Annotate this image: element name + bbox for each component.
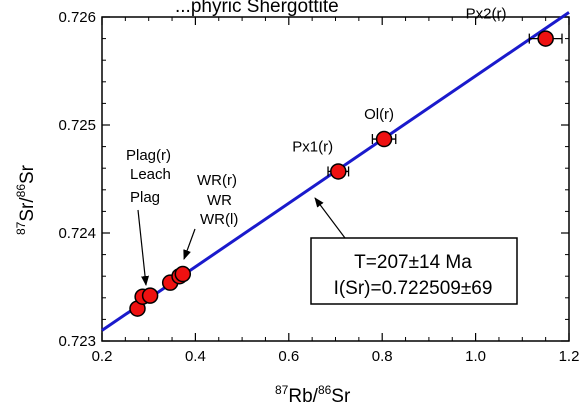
y-label-sup-87: 87 — [14, 221, 28, 235]
y-tick-label: 0.725 — [58, 117, 96, 134]
data-point — [375, 130, 393, 148]
data-point — [141, 287, 159, 304]
axis-ticks: 0.2 0.4 0.6 0.8 1.0 1.2 0.723 0.724 0.725 0.726 — [58, 9, 579, 365]
point-labels: Px1(r) Ol(r) Px2(r) Plag(r) Leach Plag WR(r) WR… — [126, 6, 507, 286]
x-tick-label: 1.2 — [559, 348, 580, 365]
annotation-age: T=207±14 Ma — [354, 252, 472, 273]
x-label-sup-86: 86 — [318, 383, 332, 397]
point-label: Ol(r) — [364, 106, 394, 123]
point-label: Px1(r) — [292, 138, 333, 155]
x-label-sr: Sr — [331, 386, 351, 407]
y-label-sr-2: Sr — [17, 164, 38, 184]
annotation-arrow — [314, 197, 346, 239]
x-tick-label: 0.6 — [278, 348, 299, 365]
wr-group-label: WR(l) — [200, 211, 238, 228]
x-label-sup-87: 87 — [275, 383, 289, 397]
point-label: Px2(r) — [466, 6, 507, 23]
data-point — [537, 30, 554, 47]
x-axis-label: 87Rb/86Sr — [275, 383, 351, 407]
x-tick-label: 0.4 — [185, 348, 206, 365]
y-label-sr: Sr/ — [17, 197, 38, 222]
x-tick-label: 0.2 — [92, 348, 113, 365]
chart-title: ...phyric Shergottite — [175, 0, 339, 17]
y-tick-label: 0.724 — [58, 225, 96, 242]
age-annotation-box: T=207±14 Ma I(Sr)=0.722509±69 — [310, 237, 518, 305]
wr-arrow — [183, 228, 196, 260]
x-tick-label: 1.0 — [465, 348, 486, 365]
x-tick-label: 0.8 — [372, 348, 393, 365]
data-points — [129, 30, 563, 317]
left-group-label: Plag(r) — [126, 147, 171, 164]
left-group-label: Plag — [130, 189, 160, 206]
x-label-rb: Rb/ — [288, 386, 318, 407]
data-point — [174, 265, 192, 283]
plag-arrow — [137, 209, 150, 286]
chart-title-group: ...phyric Shergottite — [175, 0, 339, 17]
annotation-box — [310, 237, 518, 305]
y-label-sup-86: 86 — [14, 184, 28, 198]
left-group-label: Leach — [130, 166, 171, 183]
wr-group-label: WR(r) — [197, 172, 237, 189]
annotation-initial-ratio: I(Sr)=0.722509±69 — [334, 278, 493, 299]
y-tick-label: 0.726 — [58, 9, 96, 26]
data-point — [330, 163, 347, 180]
y-tick-label: 0.723 — [58, 333, 96, 350]
y-axis-label: 87Sr/86Sr — [14, 164, 38, 235]
wr-group-label: WR — [207, 192, 232, 209]
